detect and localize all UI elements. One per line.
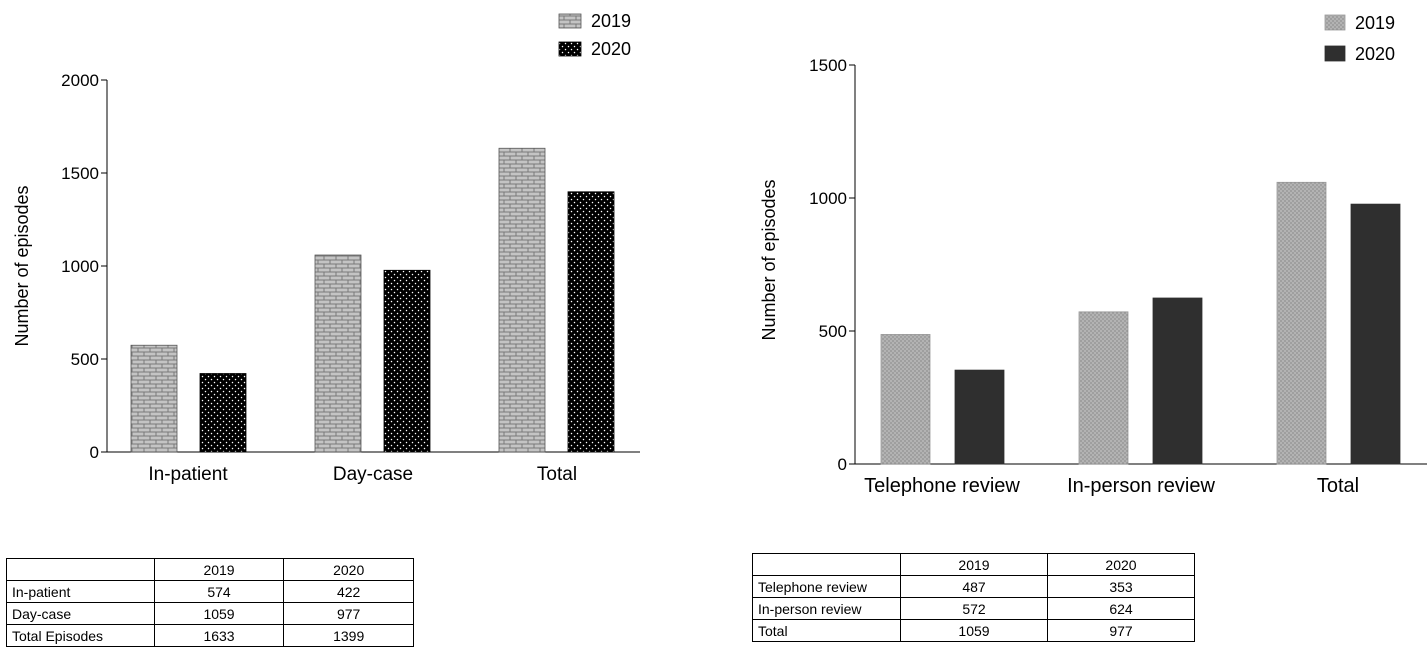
chart-left: 0 500 1000 1500 2000 Number of episodes In-pat…	[12, 11, 640, 485]
table-row: Day-case 1059 977	[6, 602, 414, 625]
y-axis-title: Number of episodes	[12, 185, 32, 346]
bar-2019-total	[1276, 181, 1327, 465]
bar-2020-total	[567, 191, 615, 453]
bar-2020-telephone-review	[954, 369, 1005, 465]
bar-2019-in-patient	[130, 344, 178, 453]
table-cell: 624	[1047, 597, 1195, 620]
bar-2019-telephone-review	[880, 334, 931, 465]
table-cell: 1633	[153, 624, 285, 647]
table-cell: 1059	[153, 602, 285, 625]
legend-label: 2020	[1355, 44, 1395, 64]
bar-2019-day-case	[314, 254, 362, 453]
x-category-label: Day-case	[333, 464, 413, 485]
table-row-label: Total	[752, 619, 901, 642]
table-header-row: 2019 2020	[6, 558, 414, 581]
y-axis-title: Number of episodes	[759, 179, 779, 340]
bar-2019-total	[498, 147, 546, 453]
y-tick-label: 2000	[61, 71, 99, 90]
table-row: Total 1059 977	[752, 619, 1195, 642]
table-cell: 977	[1047, 619, 1195, 642]
legend-label: 2019	[1355, 13, 1395, 33]
y-tick-label: 500	[71, 350, 99, 369]
x-category-label: Total	[1317, 475, 1359, 497]
table-row-label: Telephone review	[752, 575, 901, 598]
table-cell: 977	[283, 602, 414, 625]
table-header-cell	[6, 558, 155, 581]
table-row: In-person review 572 624	[752, 597, 1195, 620]
table-cell: 353	[1047, 575, 1195, 598]
table-cell: 574	[153, 580, 285, 603]
table-row-label: Day-case	[6, 602, 155, 625]
y-tick-label: 1000	[61, 257, 99, 276]
y-tick-label: 0	[838, 455, 847, 474]
table-row-label: In-person review	[752, 597, 901, 620]
legend-swatch-2019	[1324, 14, 1346, 31]
table-row-label: Total Episodes	[6, 624, 155, 647]
y-tick-label: 0	[90, 443, 99, 462]
bar-2020-total	[1350, 203, 1401, 465]
bar-2019-in-person-review	[1078, 311, 1129, 465]
x-category-label: In-patient	[148, 464, 228, 485]
x-category-label: Telephone review	[864, 475, 1020, 497]
legend-label: 2019	[591, 11, 631, 31]
bar-2020-in-patient	[199, 373, 247, 453]
legend-swatch-2019	[558, 13, 582, 29]
table-header-cell: 2019	[900, 553, 1048, 576]
table-row: In-patient 574 422	[6, 580, 414, 603]
table-row: Telephone review 487 353	[752, 575, 1195, 598]
legend-swatch-2020	[1324, 45, 1346, 62]
table-cell: 572	[900, 597, 1048, 620]
table-cell: 1059	[900, 619, 1048, 642]
x-category-label: Total	[537, 464, 577, 485]
table-header-cell: 2020	[283, 558, 414, 581]
table-row: Total Episodes 1633 1399	[6, 624, 414, 647]
table-left: 2019 2020 In-patient 574 422 Day-case 10…	[6, 558, 414, 647]
y-tick-label: 1500	[809, 56, 847, 75]
table-header-cell: 2019	[153, 558, 285, 581]
table-cell: 487	[900, 575, 1048, 598]
legend-swatch-2020	[558, 41, 582, 57]
legend-label: 2020	[591, 39, 631, 59]
table-header-cell	[752, 553, 901, 576]
table-cell: 422	[283, 580, 414, 603]
x-category-label: In-person review	[1067, 475, 1215, 497]
table-row-label: In-patient	[6, 580, 155, 603]
bar-2020-in-person-review	[1152, 297, 1203, 465]
table-header-row: 2019 2020	[752, 553, 1195, 576]
table-cell: 1399	[283, 624, 414, 647]
y-tick-label: 1000	[809, 189, 847, 208]
chart-right: 0 500 1000 1500 Number of episodes Telephone …	[759, 13, 1427, 497]
table-right: 2019 2020 Telephone review 487 353 In-pe…	[752, 553, 1195, 642]
table-header-cell: 2020	[1047, 553, 1195, 576]
y-tick-label: 1500	[61, 164, 99, 183]
y-tick-label: 500	[819, 322, 847, 341]
bar-2020-day-case	[383, 269, 431, 453]
